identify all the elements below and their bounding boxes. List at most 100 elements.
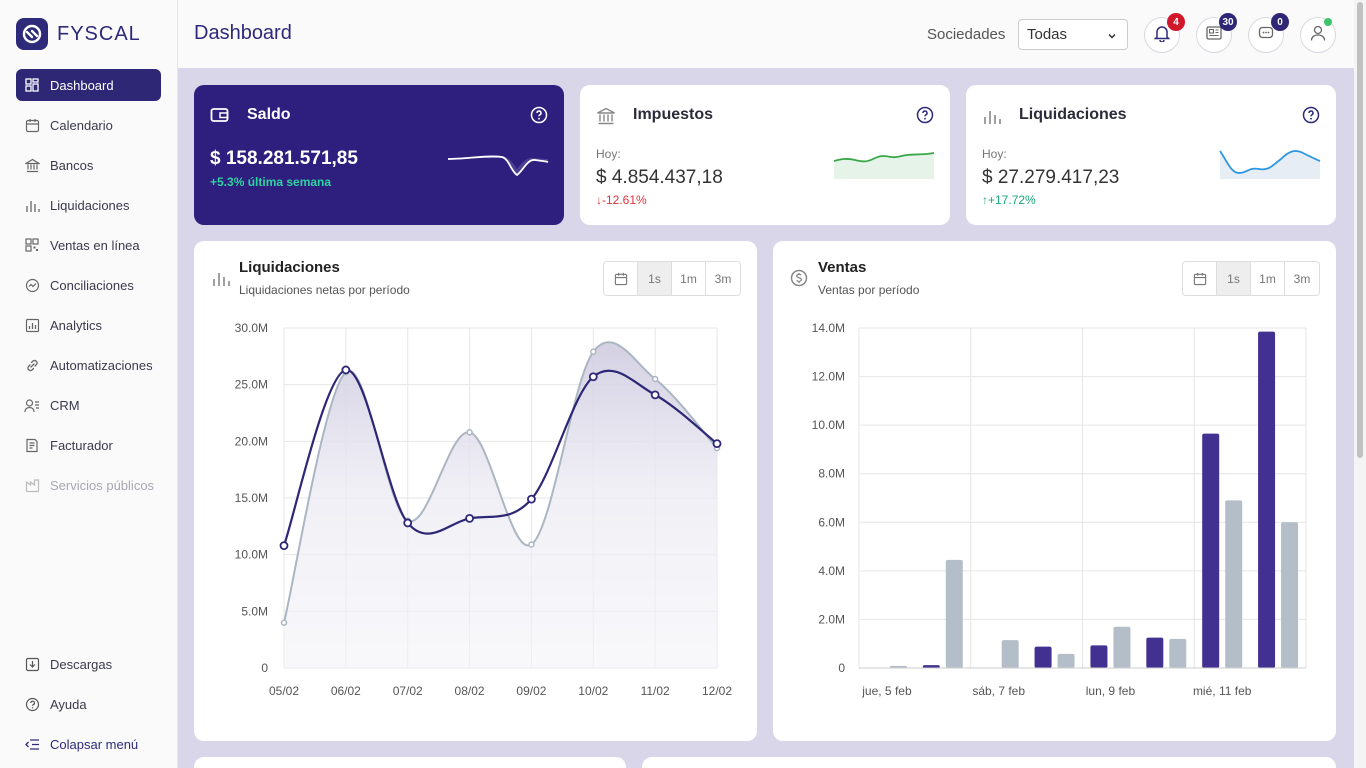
range-3m-button[interactable]: 3m	[1293, 271, 1311, 286]
chat-badge: 0	[1271, 13, 1289, 31]
sidebar-item-automatizaciones[interactable]: Automatizaciones	[16, 349, 161, 381]
bar-primary[interactable]	[922, 665, 940, 668]
data-point-primary[interactable]	[712, 439, 722, 449]
help-icon[interactable]	[530, 106, 548, 129]
sociedades-select[interactable]: Todas	[1018, 19, 1128, 50]
bar-primary[interactable]	[1146, 637, 1164, 668]
bar-secondary[interactable]	[1281, 522, 1299, 668]
user-icon	[1309, 24, 1327, 47]
x-tick-label: 07/02	[393, 684, 423, 698]
y-tick-label: 0	[838, 661, 845, 675]
chat-icon	[1257, 24, 1275, 47]
data-point-primary[interactable]	[279, 541, 289, 551]
data-point-secondary[interactable]	[466, 429, 473, 436]
arrow-up-icon: ↑	[982, 193, 988, 207]
bar-primary[interactable]	[1202, 433, 1220, 668]
help-icon[interactable]	[1302, 106, 1320, 129]
sidebar-item-bancos[interactable]: Bancos	[16, 149, 161, 181]
x-tick-label: 06/02	[331, 684, 361, 698]
qr-icon	[24, 237, 40, 253]
sidebar: FYSCAL Dashboard Calendario Bancos Liqui…	[0, 0, 178, 768]
range-1s-button[interactable]: 1s	[638, 262, 672, 295]
y-tick-label: 0	[261, 661, 268, 675]
ventas-chart-title: Ventas	[818, 259, 867, 276]
chat-button[interactable]: 0	[1248, 13, 1289, 53]
data-point-secondary[interactable]	[528, 541, 535, 548]
calendar-range-button[interactable]	[604, 262, 638, 295]
online-status-dot	[1324, 18, 1332, 26]
bell-icon	[1153, 24, 1171, 47]
impuestos-sparkline	[833, 152, 935, 179]
bar-primary[interactable]	[1034, 646, 1052, 668]
messages-badge: 30	[1219, 13, 1237, 31]
main-content: Saldo $ 158.281.571,85 +5.3% última sema…	[178, 68, 1354, 768]
ventas-range-selector: 1s 1m 3m	[1182, 261, 1320, 296]
saldo-card: Saldo $ 158.281.571,85 +5.3% última sema…	[194, 85, 564, 225]
bar-secondary[interactable]	[1225, 500, 1243, 668]
help-icon[interactable]	[916, 106, 934, 129]
sidebar-item-crm[interactable]: CRM	[16, 389, 161, 421]
sidebar-item-ventas-en-linea[interactable]: Ventas en línea	[16, 229, 161, 261]
bar-secondary[interactable]	[889, 665, 907, 668]
bar-primary[interactable]	[1258, 331, 1276, 668]
sidebar-item-facturador[interactable]: Facturador	[16, 429, 161, 461]
liquidaciones-kpi-change: ↑+17.72%	[982, 193, 1036, 207]
sidebar-item-label: Colapsar menú	[50, 736, 139, 752]
calendar-icon	[1193, 272, 1206, 285]
page-scrollbar[interactable]	[1354, 0, 1366, 768]
collapse-menu-button[interactable]: Colapsar menú	[16, 728, 161, 760]
scrollbar-thumb[interactable]	[1357, 2, 1363, 458]
liquidaciones-kpi-card: Liquidaciones Hoy: $ 27.279.417,23 ↑+17.…	[966, 85, 1336, 225]
calendar-range-button[interactable]	[1183, 262, 1217, 295]
y-tick-label: 12.0M	[812, 370, 845, 384]
sidebar-bottom-nav: Descargas Ayuda Colapsar menú	[16, 648, 161, 768]
range-3m-button[interactable]: 3m	[714, 271, 732, 286]
impuestos-card: Impuestos Hoy: $ 4.854.437,18 ↓-12.61%	[580, 85, 950, 225]
y-tick-label: 2.0M	[818, 612, 845, 626]
bar-secondary[interactable]	[1169, 638, 1187, 668]
data-point-primary[interactable]	[403, 518, 413, 528]
saldo-sparkline	[447, 155, 549, 177]
sidebar-item-descargas[interactable]: Descargas	[16, 648, 161, 680]
y-tick-label: 15.0M	[235, 491, 268, 505]
y-tick-label: 8.0M	[818, 467, 845, 481]
help-icon	[24, 696, 40, 712]
sidebar-item-analytics[interactable]: Analytics	[16, 309, 161, 341]
y-tick-label: 20.0M	[235, 434, 268, 448]
user-profile-button[interactable]	[1300, 17, 1336, 53]
liquidaciones-range-selector: 1s 1m 3m	[603, 261, 741, 296]
app-logo[interactable]: FYSCAL	[16, 18, 141, 50]
x-tick-label: 11/02	[641, 684, 670, 698]
data-point-secondary[interactable]	[651, 375, 659, 383]
bar-secondary[interactable]	[1001, 640, 1019, 668]
y-tick-label: 10.0M	[235, 548, 268, 562]
bar-secondary[interactable]	[945, 559, 963, 668]
data-point-secondary[interactable]	[280, 619, 288, 626]
sidebar-item-liquidaciones[interactable]: Liquidaciones	[16, 189, 161, 221]
sidebar-item-calendario[interactable]: Calendario	[16, 109, 161, 141]
notifications-button[interactable]: 4	[1144, 13, 1185, 53]
sidebar-item-ayuda[interactable]: Ayuda	[16, 688, 161, 720]
data-point-primary[interactable]	[465, 513, 474, 523]
sidebar-item-label: Bancos	[50, 157, 94, 173]
data-point-secondary[interactable]	[590, 348, 597, 356]
sidebar-item-servicios-publicos: Servicios públicos	[16, 469, 161, 501]
sidebar-item-conciliaciones[interactable]: Conciliaciones	[16, 269, 161, 301]
dashboard-icon	[24, 77, 40, 93]
sidebar-item-label: Descargas	[50, 656, 113, 672]
range-1m-button[interactable]: 1m	[672, 262, 706, 295]
bar-secondary[interactable]	[1057, 653, 1075, 668]
messages-button[interactable]: 30	[1196, 13, 1237, 53]
bar-primary[interactable]	[1090, 645, 1108, 668]
sidebar-item-label: Calendario	[50, 117, 113, 133]
data-point-primary[interactable]	[588, 372, 598, 382]
data-point-primary[interactable]	[650, 390, 660, 400]
data-point-primary[interactable]	[527, 494, 536, 504]
data-point-primary[interactable]	[341, 365, 351, 375]
range-1m-button[interactable]: 1m	[1251, 262, 1285, 295]
bar-secondary[interactable]	[1113, 626, 1131, 668]
range-1s-button[interactable]: 1s	[1217, 262, 1251, 295]
saldo-title: Saldo	[247, 106, 291, 123]
sidebar-item-label: Dashboard	[50, 77, 114, 93]
sidebar-item-dashboard[interactable]: Dashboard	[16, 69, 161, 101]
